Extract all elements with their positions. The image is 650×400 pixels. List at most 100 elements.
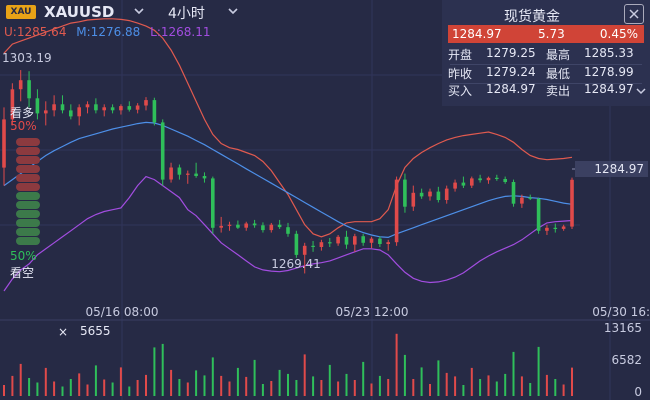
candle-body xyxy=(336,236,340,244)
candle-body xyxy=(478,178,482,181)
candle-body xyxy=(10,89,15,120)
x-tick-label: 05/23 12:00 xyxy=(336,305,409,319)
candle xyxy=(144,97,148,111)
candle-body xyxy=(102,107,106,111)
volume-bar xyxy=(437,360,440,396)
volume-bar xyxy=(353,380,356,396)
candle-body xyxy=(561,226,566,229)
sentiment-bar-segment xyxy=(16,237,40,245)
candle-body xyxy=(52,104,56,111)
quote-panel: 现货黄金 1284.97 5.73 0.45% 开盘 1279.25 最高 12… xyxy=(442,0,650,106)
volume-bar xyxy=(186,382,189,396)
volume-bar xyxy=(545,374,548,396)
volume-bar xyxy=(270,381,273,396)
volume-bar xyxy=(253,359,256,396)
candle-body xyxy=(77,107,81,117)
candle-body xyxy=(453,182,457,189)
volume-bar xyxy=(337,381,340,396)
candle xyxy=(110,104,115,114)
volume-bar xyxy=(3,385,5,396)
volume-bar xyxy=(78,373,81,396)
volume-bar xyxy=(462,385,465,396)
upper-band-line xyxy=(3,18,573,238)
volume-bar xyxy=(420,367,423,396)
candle xyxy=(419,188,424,199)
candle xyxy=(344,230,349,249)
chevron-down-icon[interactable] xyxy=(226,4,240,18)
timeframe-selector[interactable]: 4小时 xyxy=(168,6,205,22)
candle xyxy=(227,221,232,231)
volume-value: 5655 xyxy=(80,324,111,338)
candle xyxy=(378,236,382,248)
candle xyxy=(60,95,65,114)
volume-bar xyxy=(429,384,431,396)
last-price-tag: 1284.97 xyxy=(575,161,648,177)
chevron-down-icon[interactable] xyxy=(636,86,646,96)
low-label: 最低 xyxy=(546,67,571,81)
volume-bar xyxy=(403,354,406,396)
sentiment-bar-segment xyxy=(16,156,40,164)
candle xyxy=(486,176,491,184)
candle-body xyxy=(503,179,507,182)
volume-bar xyxy=(211,357,214,396)
candle xyxy=(386,239,390,251)
volume-bar xyxy=(345,373,348,396)
volume-bar xyxy=(520,376,523,396)
candle xyxy=(536,197,541,234)
candle xyxy=(353,233,357,252)
candle-body xyxy=(403,179,407,207)
price-change: 5.73 xyxy=(538,27,565,41)
sentiment-gauge[interactable]: 看多 50% 50% 看空 xyxy=(4,104,42,284)
volume-bar xyxy=(554,379,557,396)
candle xyxy=(461,176,466,189)
candle-body xyxy=(85,104,90,108)
candle xyxy=(361,233,365,246)
chevron-down-icon[interactable] xyxy=(132,4,146,18)
candle-body xyxy=(428,191,432,197)
candle xyxy=(520,194,524,208)
volume-bar xyxy=(504,373,507,396)
candle-body xyxy=(486,177,491,181)
quote-row-bid-ask: 买入 1284.97 卖出 1284.97 xyxy=(442,82,650,100)
candle xyxy=(561,224,566,231)
volume-bar xyxy=(537,346,540,396)
candle xyxy=(411,185,416,211)
volume-bar xyxy=(145,374,147,396)
volume-bar xyxy=(487,375,490,396)
symbol-selector[interactable]: XAUUSD xyxy=(44,3,115,21)
close-volume-icon[interactable]: × xyxy=(58,325,69,339)
last-price: 1284.97 xyxy=(452,27,502,41)
volume-bar xyxy=(312,376,315,396)
candle-body xyxy=(344,236,349,245)
volume-bar xyxy=(387,379,390,396)
bull-percent: 50% xyxy=(10,119,37,133)
candle-body xyxy=(353,236,357,245)
volume-bar xyxy=(119,367,122,396)
divider xyxy=(450,64,642,65)
candle-body xyxy=(244,223,248,228)
open-value: 1279.25 xyxy=(486,46,536,60)
middle-band-line xyxy=(3,121,573,239)
boll-lower: L:1268.11 xyxy=(150,25,211,39)
bull-label: 看多 xyxy=(10,106,35,120)
candle xyxy=(44,101,48,126)
lower-band-line xyxy=(3,175,573,292)
candle xyxy=(18,70,23,102)
volume-bar xyxy=(28,378,31,396)
volume-bar xyxy=(571,367,573,396)
boll-upper: U:1285.64 xyxy=(4,25,67,39)
candle-body xyxy=(495,177,499,179)
candle-body xyxy=(269,224,274,231)
x-tick-label: 05/30 16: xyxy=(592,305,650,319)
quote-row-prev-low: 昨收 1279.24 最低 1278.99 xyxy=(442,65,650,83)
volume-bar xyxy=(495,381,498,396)
candle xyxy=(428,188,432,201)
candle xyxy=(69,104,73,120)
candle-body xyxy=(160,122,165,180)
candle-body xyxy=(261,225,265,231)
bid-label: 买入 xyxy=(448,84,473,98)
close-button[interactable] xyxy=(624,4,644,24)
volume-bar xyxy=(36,382,39,396)
